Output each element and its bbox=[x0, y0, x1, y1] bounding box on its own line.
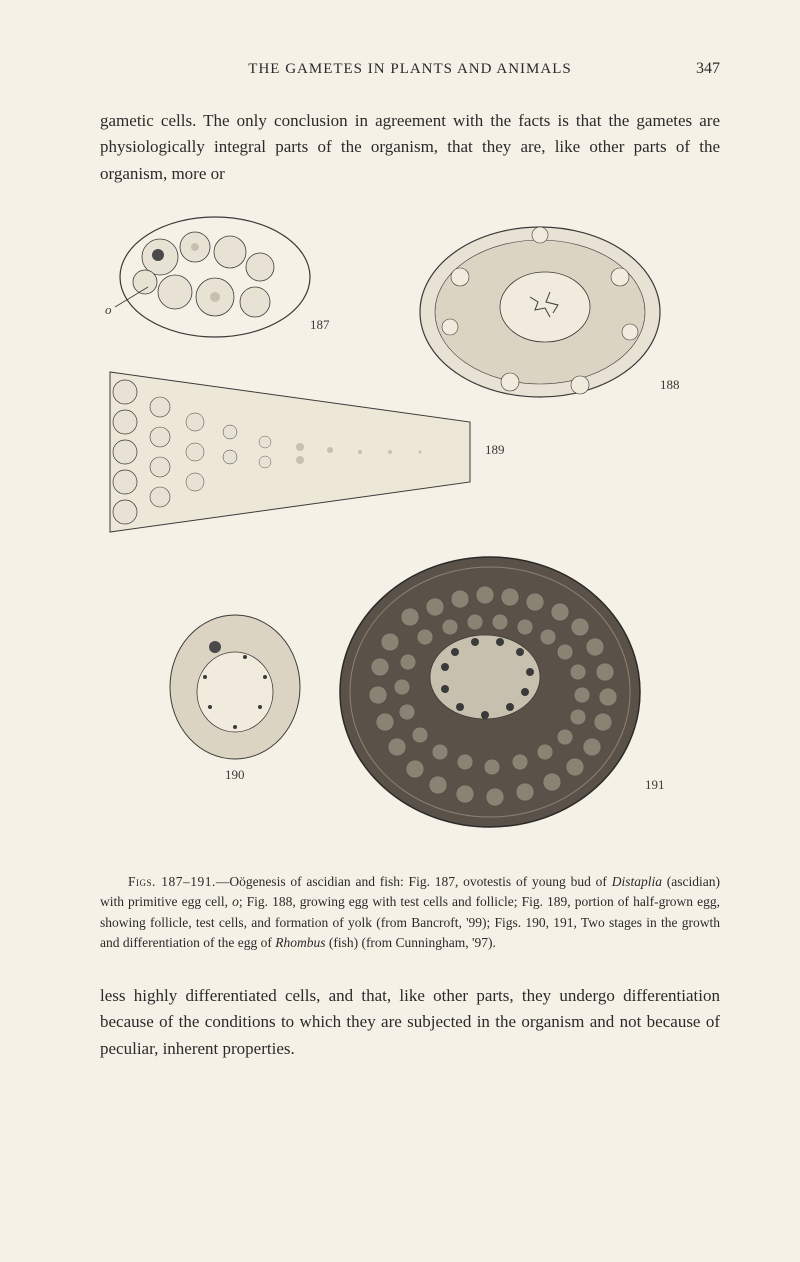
caption-ital-2: Rhombus bbox=[275, 935, 325, 950]
figure-187-191: o 187 188 bbox=[100, 207, 720, 847]
caption-lead: Figs. 187–191. bbox=[128, 874, 216, 889]
fig-189-illustration bbox=[100, 352, 500, 552]
fig-label-189: 189 bbox=[485, 442, 505, 458]
fig-label-191: 191 bbox=[645, 777, 665, 793]
fig-191-illustration bbox=[330, 547, 650, 837]
caption-o: o bbox=[232, 894, 239, 909]
fig-label-188: 188 bbox=[660, 377, 680, 393]
caption-ital-1: Distaplia bbox=[612, 874, 662, 889]
page-number: 347 bbox=[670, 60, 720, 78]
fig-187-illustration bbox=[100, 207, 330, 357]
fig-label-190: 190 bbox=[225, 767, 245, 783]
paragraph-1: gametic cells. The only conclusion in ag… bbox=[100, 108, 720, 187]
caption-text-a: —Oögenesis of ascidian and fish: Fig. 18… bbox=[216, 874, 612, 889]
paragraph-2: less highly differentiated cells, and th… bbox=[100, 983, 720, 1062]
fig-label-187: 187 bbox=[310, 317, 330, 333]
figure-caption: Figs. 187–191.—Oögenesis of ascidian and… bbox=[100, 872, 720, 953]
running-title: THE GAMETES IN PLANTS AND ANIMALS bbox=[150, 61, 670, 78]
fig-190-illustration bbox=[160, 607, 310, 767]
caption-text-d: (fish) (from Cunningham, '97). bbox=[325, 935, 495, 950]
fig-label-o: o bbox=[105, 302, 112, 318]
